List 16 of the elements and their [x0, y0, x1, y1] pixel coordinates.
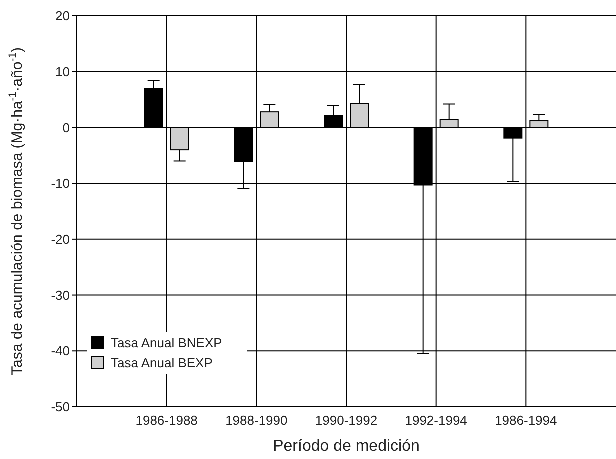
x-tick-label: 1988-1990: [226, 413, 288, 428]
x-tick-label: 1990-1992: [315, 413, 378, 428]
y-tick-label: -30: [51, 288, 70, 303]
y-tick-label: -10: [51, 176, 70, 192]
x-axis-title: Período de medición: [273, 438, 420, 455]
y-tick-label: 10: [56, 64, 70, 80]
y-tick-label: -40: [51, 344, 70, 359]
y-tick-label: -20: [51, 232, 70, 247]
legend-label: Tasa Anual BNEXP: [111, 336, 222, 351]
y-tick-label: 0: [62, 120, 70, 136]
y-tick-label: -50: [51, 400, 70, 415]
y-tick-label: 20: [56, 8, 70, 24]
x-tick-label: 1986-1994: [495, 413, 558, 428]
x-tick-label: 1986-1988: [136, 413, 198, 428]
legend-label: Tasa Anual BEXP: [111, 356, 213, 371]
x-tick-label: 1992-1994: [405, 413, 468, 428]
